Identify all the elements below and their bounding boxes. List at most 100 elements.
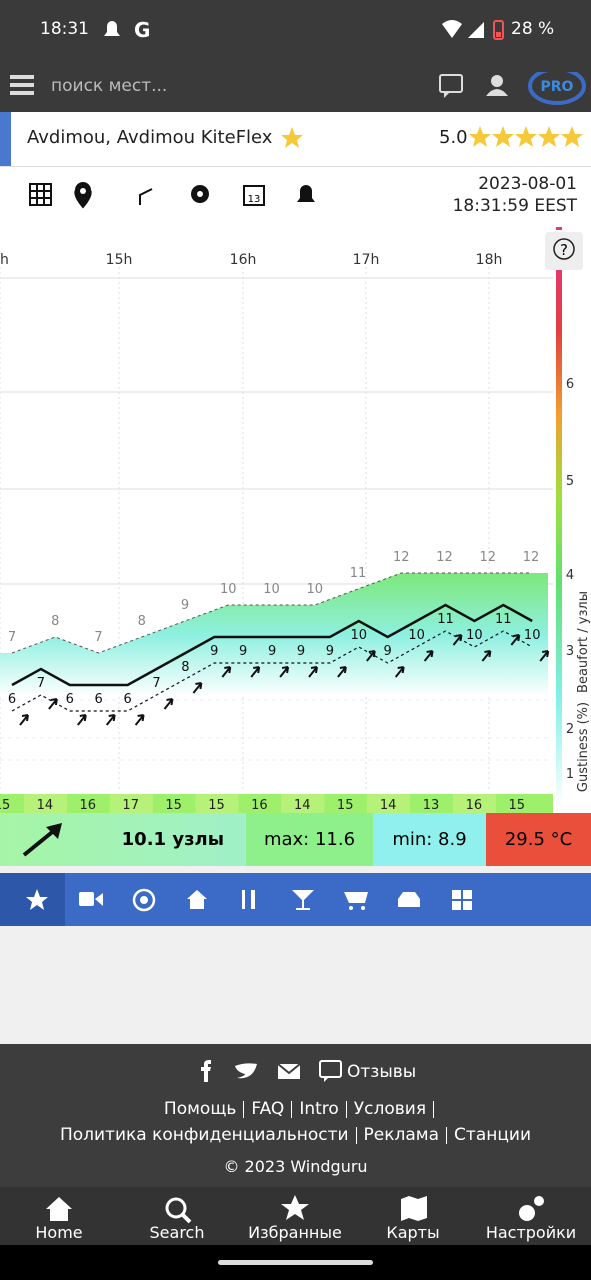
beaufort-tick: 2 bbox=[566, 722, 574, 737]
bottom-nav: Home Search Избранные Карты Настройки bbox=[0, 1187, 591, 1245]
nav-item[interactable]: Home bbox=[35, 1223, 83, 1242]
gustiness-value: 14 bbox=[294, 798, 311, 813]
gustiness-value: 14 bbox=[37, 798, 54, 813]
svg-text:13: 13 bbox=[248, 194, 261, 205]
wind-arrow bbox=[192, 682, 203, 694]
wind-arrow bbox=[279, 666, 290, 678]
gustiness-value: 16 bbox=[251, 798, 268, 813]
footer-links: Помощь FAQ Intro Условия Политика конфиденци… bbox=[10, 1096, 581, 1148]
gust-label: 8 bbox=[51, 614, 59, 629]
tool-icons[interactable]: 13 bbox=[28, 181, 328, 211]
wind-arrow bbox=[423, 650, 434, 662]
hour-label: 16h bbox=[230, 252, 257, 268]
mean-label: 10 bbox=[524, 628, 541, 643]
mean-label: 8 bbox=[181, 660, 189, 675]
gustiness-cell bbox=[452, 794, 496, 813]
min: min: 8.9 bbox=[373, 813, 486, 866]
footer: Отзывы Помощь FAQ Intro Условия Политика кон… bbox=[0, 1044, 591, 1187]
hour-label: 15h bbox=[106, 252, 133, 268]
gustiness-cell bbox=[109, 794, 153, 813]
wind-arrow bbox=[452, 634, 463, 646]
wind-arrow bbox=[134, 714, 145, 726]
footer-link[interactable]: Реклама bbox=[363, 1125, 440, 1145]
wind-arrow bbox=[163, 698, 174, 710]
gustiness-value: 14 bbox=[380, 798, 397, 813]
max: max: 11.6 bbox=[246, 813, 373, 866]
battery: 28 % bbox=[511, 19, 555, 39]
mean-label: 7 bbox=[152, 676, 160, 691]
gustiness-label: Gustiness (%) bbox=[576, 702, 591, 792]
mean-label: 6 bbox=[95, 692, 103, 707]
separator bbox=[355, 1127, 357, 1144]
wind-arrow bbox=[481, 650, 492, 662]
menu-button[interactable] bbox=[10, 73, 36, 97]
gustiness-cell bbox=[367, 794, 411, 813]
mean-label: 7 bbox=[37, 676, 45, 691]
wind-arrow bbox=[337, 666, 347, 678]
gust-label: 12 bbox=[479, 550, 496, 565]
wind-arrow bbox=[394, 666, 405, 678]
mean-label: 9 bbox=[210, 644, 218, 659]
help: ? bbox=[560, 241, 568, 259]
nav-item[interactable]: Карты bbox=[386, 1223, 440, 1242]
gustiness-cell bbox=[23, 794, 67, 813]
mean-label: 11 bbox=[495, 612, 512, 627]
header-icons[interactable]: PRO bbox=[438, 72, 588, 108]
wind-arrow bbox=[308, 666, 318, 678]
reviews-link[interactable]: Отзывы bbox=[347, 1062, 417, 1082]
gustiness-value: 16 bbox=[80, 798, 97, 813]
hour-label: h bbox=[0, 252, 9, 268]
separator bbox=[433, 1101, 435, 1118]
svg-text:G: G bbox=[134, 18, 150, 42]
wind-arrow bbox=[539, 650, 550, 662]
wind-arrow bbox=[105, 714, 116, 726]
gustiness-cell bbox=[195, 794, 239, 813]
mean-label: 10 bbox=[408, 628, 425, 643]
mean-label: 9 bbox=[239, 644, 247, 659]
nav-item[interactable]: Настройки bbox=[485, 1223, 577, 1242]
beaufort-tick: 5 bbox=[566, 474, 574, 489]
station-name: Avdimou, Avdimou KiteFlex bbox=[27, 127, 273, 148]
footer-link[interactable]: Условия bbox=[353, 1099, 427, 1119]
mean-label: 6 bbox=[123, 692, 131, 707]
mean-label: 10 bbox=[351, 628, 368, 643]
status-icons: G bbox=[104, 18, 150, 42]
toolbar: 13 2023-08-01 18:31:59 EEST bbox=[0, 167, 591, 227]
category-icons[interactable] bbox=[0, 873, 591, 926]
gust-line bbox=[11, 572, 531, 654]
mean-line bbox=[11, 603, 533, 687]
beaufort-scale bbox=[556, 247, 562, 807]
beaufort-label: Beaufort / узлы bbox=[576, 591, 591, 693]
min-line bbox=[11, 630, 533, 712]
mean-label: 6 bbox=[66, 692, 74, 707]
bottom-nav-icons[interactable] bbox=[0, 1193, 591, 1225]
search-input[interactable]: поиск мест... bbox=[51, 76, 168, 96]
footer-link[interactable]: FAQ bbox=[251, 1099, 285, 1119]
nav-item[interactable]: Избранные bbox=[248, 1223, 342, 1242]
nav-item[interactable]: Search bbox=[149, 1223, 205, 1242]
footer-link[interactable]: Помощь bbox=[163, 1099, 237, 1119]
clock: 18:31 bbox=[40, 19, 89, 39]
help-button[interactable] bbox=[545, 232, 583, 270]
wind-arrow bbox=[77, 714, 87, 726]
hour-label: 17h bbox=[353, 252, 380, 268]
gust-label: 12 bbox=[523, 550, 540, 565]
footer-link[interactable]: Intro bbox=[299, 1099, 339, 1119]
footer-link[interactable]: Политика конфиденциальности bbox=[59, 1125, 349, 1145]
gust-label: 7 bbox=[8, 630, 16, 645]
favorite-star[interactable] bbox=[280, 126, 306, 152]
rating: 5.0 bbox=[439, 127, 468, 148]
mean-label: 9 bbox=[384, 644, 392, 659]
gustiness-value: 15 bbox=[509, 798, 526, 813]
social-icons[interactable] bbox=[195, 1058, 315, 1084]
wind-arrow bbox=[19, 714, 29, 726]
hour-label: 18h bbox=[476, 252, 503, 268]
wind-chart: ? Beaufort / узлы Gustiness (%) h 15h 16h 1… bbox=[0, 227, 591, 813]
reviews-icon[interactable] bbox=[318, 1058, 344, 1084]
gust-label: 11 bbox=[350, 566, 367, 581]
gust-label: 7 bbox=[94, 630, 102, 645]
separator bbox=[345, 1101, 347, 1118]
footer-link[interactable]: Станции bbox=[454, 1125, 532, 1145]
separator bbox=[291, 1101, 293, 1118]
